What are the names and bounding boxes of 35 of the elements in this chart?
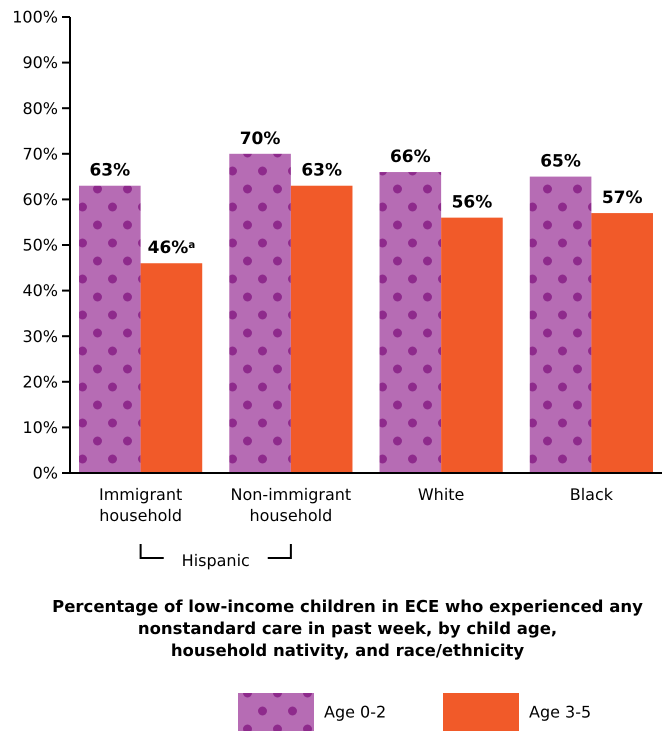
y-tick-label: 70% (22, 144, 58, 164)
data-label: 65% (540, 152, 581, 172)
y-tick-label: 10% (22, 418, 58, 437)
x-tick-label: Black (570, 485, 614, 504)
data-label: 63% (89, 160, 130, 181)
x-tick-label: White (418, 485, 464, 504)
y-tick-label: 90% (22, 53, 58, 72)
bar (530, 176, 592, 473)
bar (380, 172, 442, 473)
y-tick-label: 40% (22, 281, 58, 300)
legend-label: Age 0-2 (324, 702, 386, 722)
data-label: 46%$^{a}$ (148, 238, 196, 258)
bar (229, 154, 291, 473)
y-tick-label: 50% (22, 236, 58, 255)
y-tick-label: 30% (22, 326, 58, 346)
data-label: 57% (602, 188, 643, 208)
bar (290, 186, 352, 473)
x-tick-label: Non-immigrant household (230, 485, 352, 525)
bar (140, 263, 202, 473)
data-label: 70% (240, 128, 280, 149)
bar (591, 213, 653, 473)
bar (441, 218, 503, 473)
y-tick-label: 80% (22, 98, 58, 118)
bar (79, 186, 141, 473)
legend-label: Age 3-5 (529, 702, 592, 722)
x-tick-label: Immigrant household (98, 485, 182, 525)
data-label: 66% (390, 147, 431, 168)
y-tick-label: 100% (12, 8, 58, 27)
y-tick-label: 0% (32, 464, 58, 483)
text: Hispanic (182, 551, 250, 570)
data-label: 56% (452, 192, 492, 213)
y-tick-label: 20% (22, 372, 58, 392)
text: Percentage of low-income children in ECE who experienced any nonstandard care in past week, by child age, household nativity, and race/ethnicity (52, 597, 644, 660)
data-label: 63% (301, 160, 342, 181)
y-tick-label: 60% (22, 190, 58, 209)
